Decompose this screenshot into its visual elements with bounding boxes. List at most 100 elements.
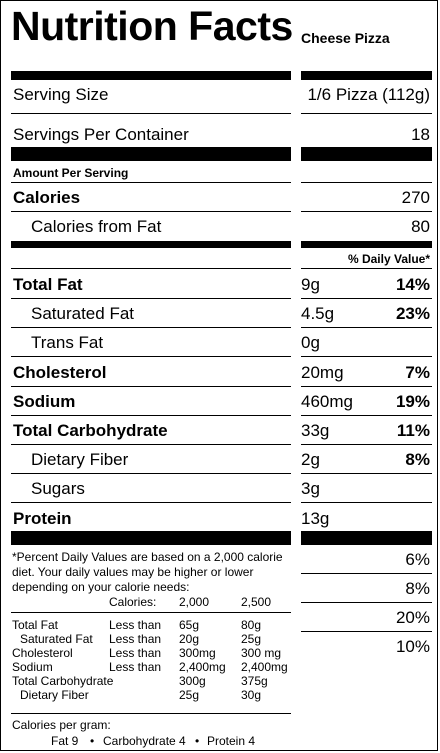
product-name: Cheese Pizza	[301, 30, 390, 46]
thick-divider	[11, 147, 291, 161]
footnote-row-c2: 300 mg	[241, 646, 282, 660]
divider	[301, 327, 432, 328]
thick-divider	[11, 71, 291, 80]
footnote-row-c1: 20g	[179, 632, 200, 646]
divider	[11, 327, 291, 328]
nutrient-label: Total Carbohydrate	[13, 421, 168, 440]
thick-divider	[301, 241, 432, 248]
nutrient-dv: 14%	[395, 275, 430, 294]
divider	[11, 211, 291, 212]
thick-divider	[301, 71, 432, 80]
calories-value: 270	[401, 188, 430, 207]
divider	[301, 473, 432, 474]
daily-value-header: % Daily Value*	[347, 252, 430, 266]
footnote-line: depending on your calorie needs:	[12, 580, 190, 594]
nutrient-dv: 8%	[405, 450, 430, 469]
footnote-col-2000: 2,000	[179, 595, 210, 609]
vitamin-dv: 6%	[405, 550, 430, 569]
label-title: Nutrition Facts	[11, 3, 293, 49]
calories-from-fat-value: 80	[411, 217, 430, 236]
divider	[11, 386, 291, 387]
nutrient-amount: 33g	[301, 421, 330, 440]
vitamin-dv: 10%	[395, 637, 430, 656]
footnote-row-cond: Less than	[109, 632, 162, 646]
nutrient-amount: 20mg	[301, 363, 344, 382]
footnote-line: *Percent Daily Values are based on a 2,0…	[12, 550, 283, 564]
footnote-row-c2: 2,400mg	[241, 660, 288, 674]
nutrient-label: Total Fat	[13, 275, 83, 294]
nutrient-dv: 11%	[396, 421, 430, 440]
nutrient-label: Trans Fat	[31, 333, 104, 352]
divider	[11, 444, 291, 445]
calories-from-fat-label: Calories from Fat	[31, 217, 162, 236]
divider	[11, 182, 291, 183]
divider	[301, 631, 432, 632]
divider	[301, 444, 432, 445]
footnote-row-c1: 300mg	[179, 646, 216, 660]
divider	[301, 502, 432, 503]
nutrient-dv: 7%	[405, 363, 430, 382]
footnote-row-label: Total Carbohydrate	[12, 674, 114, 688]
bullet-separator: •	[90, 734, 95, 748]
footnote-row-label: Dietary Fiber	[20, 688, 89, 702]
thick-divider	[11, 241, 291, 248]
footnote-row-c1: 65g	[179, 618, 200, 632]
nutrient-amount: 460mg	[301, 392, 353, 411]
divider	[11, 502, 291, 503]
footnote-row-label: Sodium	[12, 660, 53, 674]
nutrient-amount: 9g	[301, 275, 320, 294]
thick-divider	[301, 147, 432, 161]
calories-per-gram-carb: Carbohydrate 4	[103, 734, 186, 748]
footnote-row-cond: Less than	[109, 618, 162, 632]
nutrient-label: Sugars	[31, 479, 85, 498]
nutrient-amount: 4.5g	[301, 304, 335, 323]
servings-per-container-value: 18	[411, 125, 430, 144]
calories-per-gram-protein: Protein 4	[207, 734, 256, 748]
divider	[11, 268, 291, 269]
nutrient-amount: 0g	[301, 333, 320, 352]
divider	[11, 356, 291, 357]
thick-divider	[11, 531, 291, 545]
footnote-row-cond: Less than	[109, 646, 162, 660]
footnote-row-label: Cholesterol	[12, 646, 73, 660]
divider	[301, 602, 432, 603]
nutrient-dv: 19%	[395, 392, 430, 411]
calories-label: Calories	[13, 188, 81, 207]
divider	[301, 211, 432, 212]
calories-per-gram-label: Calories per gram:	[12, 718, 111, 732]
nutrient-label: Protein	[13, 509, 72, 528]
footnote-calories-label: Calories:	[109, 595, 157, 609]
footnote-col-2500: 2,500	[241, 595, 272, 609]
footnote-row-c1: 25g	[179, 688, 200, 702]
footnote-row-c2: 80g	[241, 618, 262, 632]
thick-divider	[301, 531, 432, 545]
serving-size-label: Serving Size	[13, 85, 109, 104]
bullet-separator: •	[195, 734, 200, 748]
nutrient-label: Sodium	[13, 392, 76, 411]
footnote-row-c2: 30g	[241, 688, 262, 702]
nutrient-label: Dietary Fiber	[31, 450, 129, 469]
divider	[11, 415, 291, 416]
vitamin-dv: 8%	[405, 579, 430, 598]
footnote-line: diet. Your daily values may be higher or…	[12, 565, 254, 579]
divider	[11, 713, 291, 714]
nutrient-label: Saturated Fat	[31, 304, 135, 323]
divider	[301, 573, 432, 574]
footnote-row-c2: 25g	[241, 632, 262, 646]
divider	[301, 182, 432, 183]
nutrient-amount: 2g	[301, 450, 320, 469]
nutrient-amount: 3g	[301, 479, 320, 498]
divider	[301, 415, 432, 416]
divider	[301, 113, 432, 114]
footnote-row-c2: 375g	[241, 674, 268, 688]
divider	[11, 113, 291, 114]
servings-per-container-label: Servings Per Container	[13, 125, 189, 144]
nutrient-label: Cholesterol	[13, 363, 107, 382]
footnote-row-c1: 300g	[179, 674, 206, 688]
nutrient-dv: 23%	[395, 304, 430, 323]
divider	[301, 386, 432, 387]
amount-per-serving: Amount Per Serving	[13, 166, 129, 180]
footnote-row-label: Total Fat	[12, 618, 59, 632]
serving-size-value: 1/6 Pizza (112g)	[307, 85, 430, 104]
